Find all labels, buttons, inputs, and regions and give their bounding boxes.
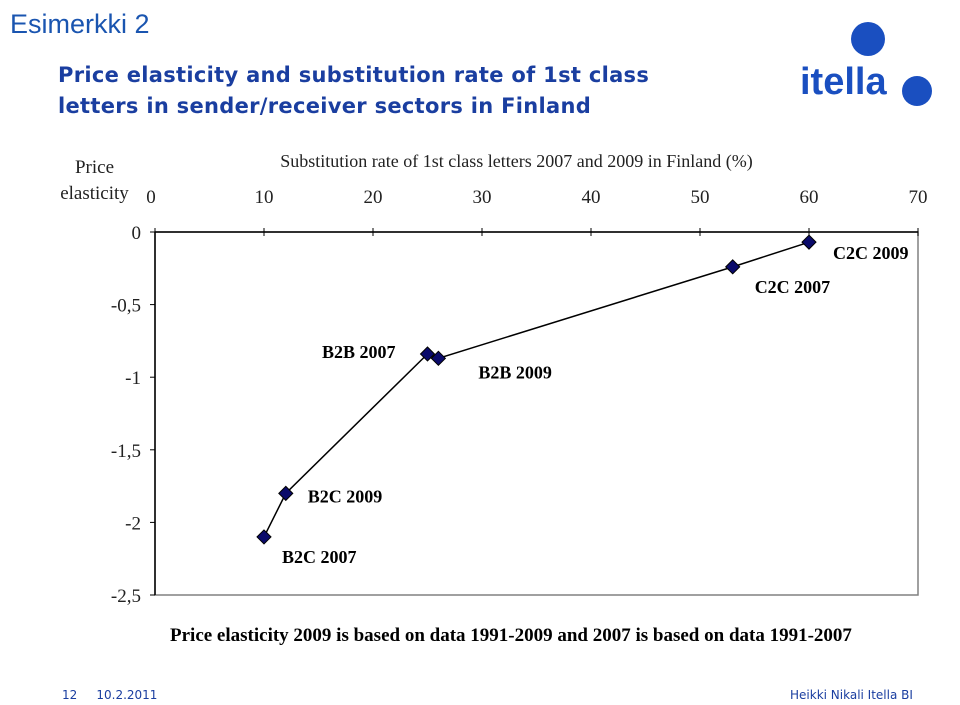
data-point-marker xyxy=(430,350,447,367)
y-tick-label: 0 xyxy=(132,223,142,244)
data-point-label: C2C 2009 xyxy=(833,243,909,263)
x-tick-label: 20 xyxy=(364,187,383,208)
data-point-label: C2C 2007 xyxy=(755,277,831,297)
data-point-marker xyxy=(801,234,817,250)
data-point-label: B2B 2007 xyxy=(322,342,396,362)
heading-line-1: Price elasticity and substitution rate o… xyxy=(58,63,650,87)
footer-page-date: 12 10.2.2011 xyxy=(62,688,157,702)
x-tick-label: 0 xyxy=(146,187,156,208)
footer-page-number: 12 xyxy=(62,688,78,702)
y-tick-label: -1,5 xyxy=(111,441,141,462)
y-tick-label: -2,5 xyxy=(111,586,141,607)
data-point-label: B2C 2007 xyxy=(282,547,357,567)
footer-date: 10.2.2011 xyxy=(96,688,158,702)
y-tick-label: -0,5 xyxy=(111,296,141,317)
data-point-marker xyxy=(724,259,741,275)
data-point-marker xyxy=(278,485,294,502)
y-tick-label: -1 xyxy=(125,368,141,389)
chart-title: Substitution rate of 1st class letters 2… xyxy=(280,151,752,172)
data-point-marker xyxy=(256,529,272,545)
y-axis-title: Price elasticity xyxy=(60,157,129,204)
plot-area xyxy=(154,231,919,596)
y-tick-label: -2 xyxy=(125,513,141,534)
itella-logo-dot-icon xyxy=(851,22,885,56)
x-tick-label: 50 xyxy=(691,187,710,208)
data-point-label: B2B 2009 xyxy=(478,362,552,382)
x-tick-label: 30 xyxy=(473,187,492,208)
heading-line-2: letters in sender/receiver sectors in Fi… xyxy=(58,94,592,118)
data-point-label: B2C 2009 xyxy=(308,486,383,506)
footer-author: Heikki Nikali Itella BI xyxy=(790,688,913,702)
slide-heading: Price elasticity and substitution rate o… xyxy=(58,60,758,122)
x-tick-label: 60 xyxy=(800,187,819,208)
slide-title: Esimerkki 2 xyxy=(10,9,150,39)
x-tick-label: 10 xyxy=(255,187,274,208)
slide-header-bar xyxy=(0,0,960,48)
x-tick-label: 70 xyxy=(909,187,928,208)
x-tick-label: 40 xyxy=(582,187,601,208)
data-point-marker xyxy=(419,346,436,362)
itella-logo-dot-small-icon xyxy=(902,76,932,106)
chart-note: Price elasticity 2009 is based on data 1… xyxy=(170,625,852,646)
itella-logo: itella xyxy=(800,61,887,103)
